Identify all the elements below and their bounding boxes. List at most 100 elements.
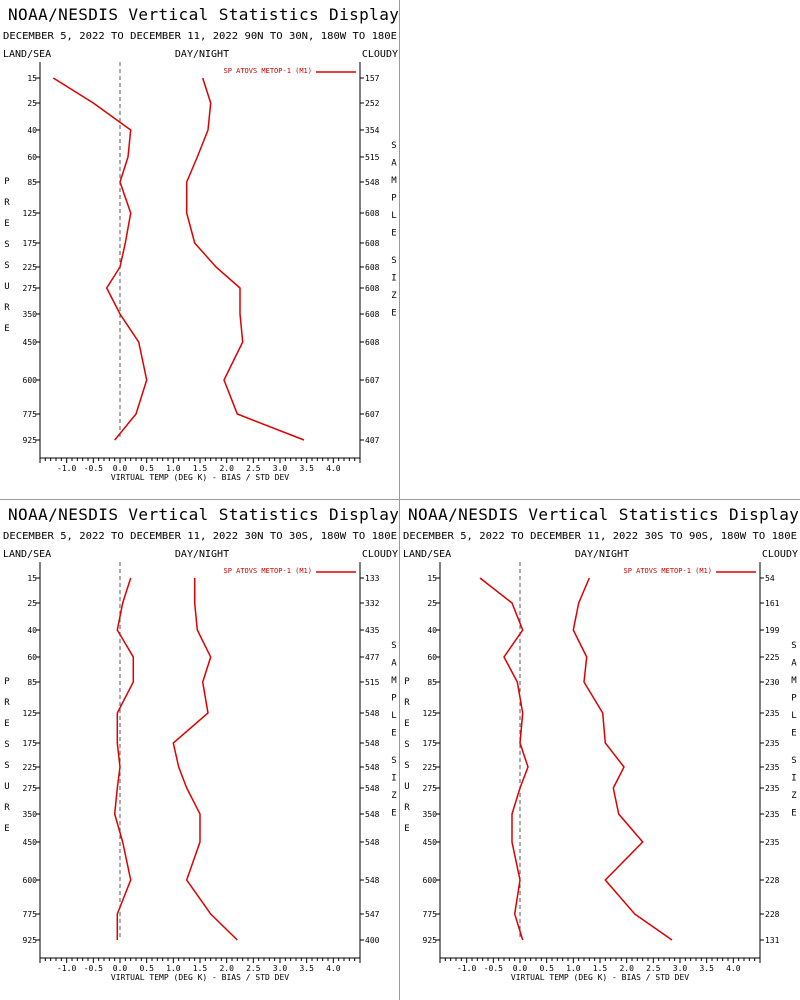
sample-size-label: 435: [365, 626, 380, 635]
pressure-level-label: 125: [23, 209, 38, 218]
pressure-level-label: 925: [23, 936, 38, 945]
chart-svg-northern: NOAA/NESDIS Vertical Statistics Display D…: [3, 5, 399, 482]
legend-label: SP ATOVS METOP-1 (M1): [223, 67, 312, 75]
x-tick-label: 4.0: [326, 964, 341, 973]
sample-size-label: 548: [365, 763, 380, 772]
pressure-axis-letter: E: [404, 824, 409, 834]
sample-size-axis-letter: S: [391, 641, 396, 651]
x-tick-label: -1.0: [57, 464, 76, 473]
sample-size-label: 407: [365, 436, 380, 445]
pressure-axis-letter: E: [4, 719, 9, 729]
pressure-level-label: 60: [27, 653, 37, 662]
pressure-axis-letter: S: [4, 740, 9, 750]
land-sea-label: LAND/SEA: [3, 549, 51, 560]
pressure-axis-letter: S: [4, 261, 9, 271]
pressure-level-label: 275: [23, 284, 38, 293]
sample-size-label: 548: [365, 876, 380, 885]
sample-size-axis-letter: P: [391, 694, 397, 704]
sample-size-axis-letter: S: [791, 641, 796, 651]
sample-size-axis-letter: M: [391, 676, 397, 686]
pressure-level-label: 125: [423, 709, 438, 718]
sample-size-axis-letter: E: [791, 729, 796, 739]
x-tick-label: 1.0: [166, 964, 181, 973]
sample-size-axis-letter: M: [391, 176, 397, 186]
x-tick-label: 1.0: [566, 964, 581, 973]
pressure-level-label: 600: [423, 876, 438, 885]
x-tick-label: 4.0: [726, 964, 741, 973]
legend-label: SP ATOVS METOP-1 (M1): [223, 567, 312, 575]
land-sea-label: LAND/SEA: [403, 549, 451, 560]
chart-subtitle: DECEMBER 5, 2022 TO DECEMBER 11, 2022 30…: [403, 531, 797, 542]
sample-size-label: 228: [765, 876, 780, 885]
x-tick-label: 1.5: [193, 964, 208, 973]
sample-size-label: 548: [365, 810, 380, 819]
pressure-axis-letter: S: [4, 240, 9, 250]
x-tick-label: 3.0: [273, 964, 288, 973]
pressure-level-label: 60: [27, 153, 37, 162]
bias-series-line: [113, 577, 135, 940]
sample-size-label: 235: [765, 810, 780, 819]
sample-size-label: 354: [365, 126, 380, 135]
pressure-level-label: 600: [23, 376, 38, 385]
chart-svg-tropics: NOAA/NESDIS Vertical Statistics Display D…: [3, 505, 399, 982]
sample-size-axis-letter: Z: [791, 791, 797, 801]
sample-size-axis-letter: I: [391, 774, 396, 784]
pressure-level-label: 175: [23, 239, 38, 248]
chart-title: NOAA/NESDIS Vertical Statistics Display: [8, 5, 399, 24]
x-tick-label: 0.0: [513, 964, 528, 973]
pressure-level-label: 775: [23, 910, 38, 919]
x-tick-label: 0.5: [539, 964, 554, 973]
pressure-level-label: 40: [427, 626, 437, 635]
sample-size-label: 332: [365, 599, 380, 608]
sample-size-label: 235: [765, 739, 780, 748]
sample-size-axis-letter: Z: [391, 291, 397, 301]
x-tick-label: 0.0: [113, 964, 128, 973]
pressure-axis-letter: R: [4, 698, 10, 708]
x-tick-label: 1.5: [193, 464, 208, 473]
x-tick-label: 1.5: [593, 964, 608, 973]
sample-size-axis-letter: A: [791, 659, 797, 669]
x-tick-label: 3.5: [299, 964, 314, 973]
sample-size-axis-letter: S: [791, 756, 796, 766]
sample-size-label: 607: [365, 410, 380, 419]
sample-size-axis-letter: P: [391, 194, 397, 204]
sample-size-label: 548: [365, 709, 380, 718]
pressure-axis-letter: P: [404, 677, 410, 687]
sample-size-label: 608: [365, 263, 380, 272]
chart-title: NOAA/NESDIS Vertical Statistics Display: [8, 505, 399, 524]
cloudy-label: CLOUDY: [362, 549, 398, 560]
sample-size-label: 133: [365, 574, 380, 583]
sample-size-label: 608: [365, 239, 380, 248]
bias-series-line: [52, 77, 148, 441]
pressure-axis-letter: R: [404, 803, 410, 813]
sample-size-axis-letter: E: [391, 229, 396, 239]
x-tick-label: 2.0: [219, 464, 234, 473]
sample-size-axis-letter: L: [391, 711, 396, 721]
pressure-axis-letter: S: [404, 761, 409, 771]
x-tick-label: -0.5: [84, 464, 103, 473]
horizontal-panel-divider: [0, 499, 800, 500]
pressure-level-label: 600: [23, 876, 38, 885]
sample-size-axis-letter: A: [391, 159, 397, 169]
sample-size-label: 199: [765, 626, 780, 635]
pressure-level-label: 40: [27, 626, 37, 635]
sample-size-label: 235: [765, 838, 780, 847]
x-tick-label: 3.0: [273, 464, 288, 473]
pressure-level-label: 225: [23, 763, 38, 772]
x-tick-label: 2.5: [646, 964, 661, 973]
pressure-axis-letter: R: [404, 698, 410, 708]
pressure-level-label: 85: [27, 178, 37, 187]
chart-subtitle: DECEMBER 5, 2022 TO DECEMBER 11, 2022 90…: [3, 31, 397, 42]
x-tick-label: 2.0: [219, 964, 234, 973]
x-tick-label: -0.5: [484, 964, 503, 973]
sample-size-axis-letter: I: [791, 774, 796, 784]
pressure-axis-letter: R: [4, 803, 10, 813]
pressure-level-label: 25: [27, 99, 37, 108]
chart-panel-northern: NOAA/NESDIS Vertical Statistics Display D…: [0, 0, 400, 500]
pressure-level-label: 275: [423, 784, 438, 793]
x-tick-label: 1.0: [166, 464, 181, 473]
vertical-panel-divider: [399, 0, 400, 1000]
std-dev-series-line: [572, 577, 673, 941]
sample-size-label: 235: [765, 784, 780, 793]
pressure-axis-letter: S: [404, 740, 409, 750]
